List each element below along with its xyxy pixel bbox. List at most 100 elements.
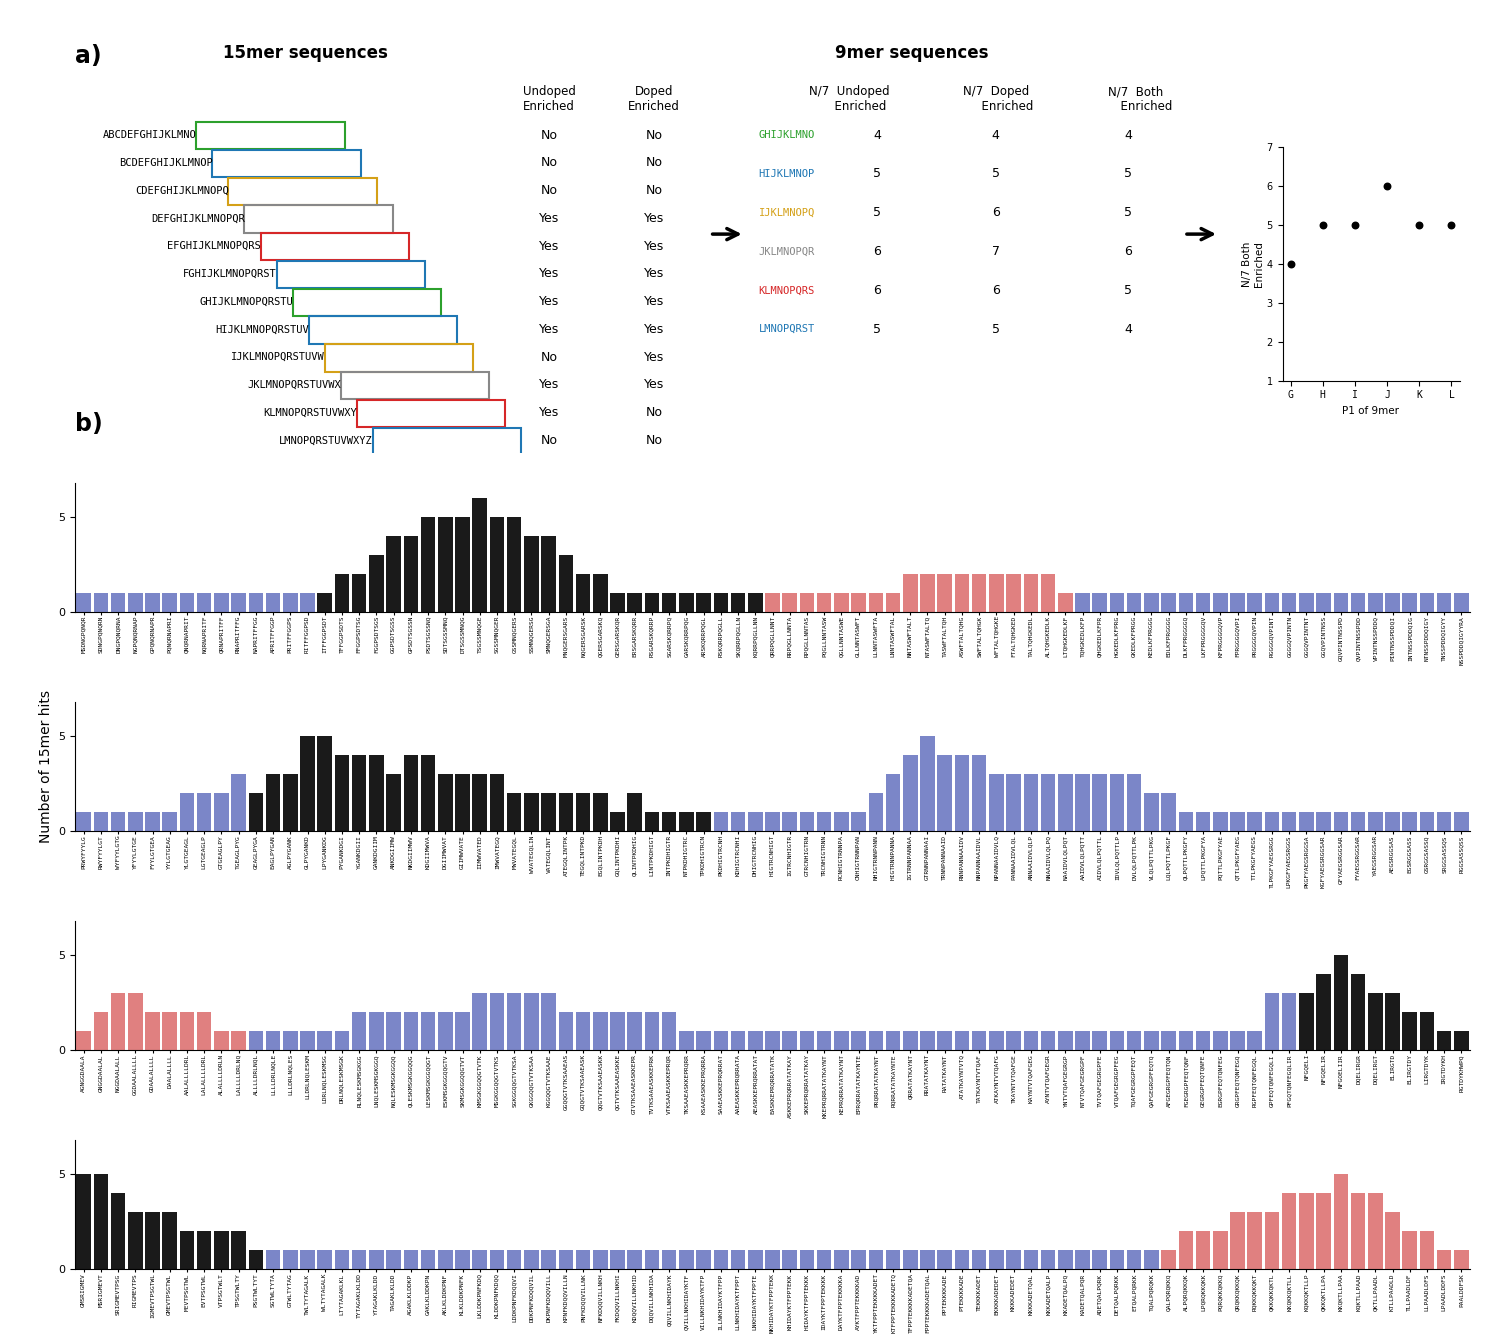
Bar (1126, 1031, 1142, 1050)
Bar (783, 1031, 796, 1050)
Bar (1041, 1250, 1056, 1269)
Bar (1110, 774, 1125, 831)
Bar (783, 1250, 796, 1269)
Bar (214, 593, 228, 612)
Bar (266, 1031, 280, 1050)
Text: No: No (542, 128, 558, 142)
Bar (1092, 593, 1107, 612)
Bar (266, 774, 280, 831)
Bar (489, 1250, 504, 1269)
Bar (1384, 593, 1400, 612)
Text: IJKLMNOPQ: IJKLMNOPQ (759, 207, 814, 218)
Bar (1334, 1174, 1348, 1269)
Bar (1264, 1212, 1280, 1269)
Bar (1179, 812, 1192, 831)
Bar (800, 1031, 814, 1050)
Text: Yes: Yes (538, 323, 560, 335)
Y-axis label: Number of 15mer hits: Number of 15mer hits (39, 689, 53, 843)
Bar (1282, 593, 1296, 612)
Bar (214, 1232, 228, 1269)
Bar (542, 536, 556, 612)
Bar (748, 593, 762, 612)
Bar (454, 774, 470, 831)
Bar (1437, 1031, 1452, 1050)
Bar (387, 774, 400, 831)
Bar (334, 574, 350, 612)
Bar (1041, 574, 1056, 612)
Bar (783, 812, 796, 831)
Point (1440, 214, 1464, 235)
Bar (1350, 593, 1365, 612)
Bar (438, 517, 453, 612)
Point (1311, 214, 1335, 235)
Bar (524, 993, 538, 1050)
Bar (1437, 593, 1452, 612)
Bar (93, 593, 108, 612)
Text: 15mer sequences: 15mer sequences (222, 44, 387, 63)
Bar (1214, 593, 1227, 612)
Bar (111, 1193, 126, 1269)
Bar (885, 774, 900, 831)
Bar (1179, 593, 1192, 612)
Text: JKLMNOPQR: JKLMNOPQR (759, 246, 814, 257)
Text: N/7  Doped
      Enriched: N/7 Doped Enriched (958, 86, 1034, 114)
Bar (1350, 1193, 1365, 1269)
Bar (730, 812, 746, 831)
Bar (146, 1013, 160, 1050)
Text: 4: 4 (1125, 128, 1132, 142)
Bar (765, 593, 780, 612)
Bar (214, 1031, 228, 1050)
Bar (507, 517, 522, 612)
Text: LMNOPQRSTUVWXYZ: LMNOPQRSTUVWXYZ (279, 436, 374, 445)
Bar (972, 1250, 987, 1269)
Bar (988, 1250, 1004, 1269)
Bar (818, 812, 831, 831)
Point (1278, 254, 1302, 275)
Text: 5: 5 (873, 322, 880, 335)
Bar (903, 574, 918, 612)
Bar (162, 1013, 177, 1050)
Bar (1384, 993, 1400, 1050)
Bar (420, 517, 435, 612)
Bar (592, 794, 608, 831)
Bar (852, 593, 865, 612)
Bar (1196, 1232, 1210, 1269)
Text: 4: 4 (873, 128, 880, 142)
Bar (369, 755, 384, 831)
Bar (1230, 812, 1245, 831)
Bar (680, 1250, 693, 1269)
Bar (885, 1250, 900, 1269)
Bar (592, 1013, 608, 1050)
Bar (765, 812, 780, 831)
Bar (730, 1031, 746, 1050)
Text: Undoped
Enriched: Undoped Enriched (524, 86, 576, 114)
Bar (1368, 1193, 1383, 1269)
Bar (920, 1250, 934, 1269)
Bar (558, 794, 573, 831)
Bar (1196, 812, 1210, 831)
Bar (146, 593, 160, 612)
Text: HIJKLMNOPQRSTUV: HIJKLMNOPQRSTUV (214, 325, 309, 334)
Bar (1092, 1031, 1107, 1050)
Bar (1299, 993, 1314, 1050)
Bar (1368, 593, 1383, 612)
Bar (404, 536, 418, 612)
Text: KLMNOPQRS: KLMNOPQRS (759, 286, 814, 295)
Text: 6: 6 (873, 244, 880, 258)
Text: HIJKLMNOP: HIJKLMNOP (759, 168, 814, 179)
Bar (387, 1013, 400, 1050)
Bar (972, 755, 987, 831)
Text: No: No (542, 434, 558, 448)
Bar (1419, 1013, 1434, 1050)
Bar (231, 593, 246, 612)
Bar (800, 593, 814, 612)
Bar (1110, 593, 1125, 612)
Bar (1092, 774, 1107, 831)
Bar (1384, 812, 1400, 831)
Bar (1317, 974, 1330, 1050)
Bar (76, 812, 92, 831)
Bar (284, 593, 297, 612)
Bar (162, 812, 177, 831)
Bar (954, 1250, 969, 1269)
Text: Yes: Yes (538, 295, 560, 309)
